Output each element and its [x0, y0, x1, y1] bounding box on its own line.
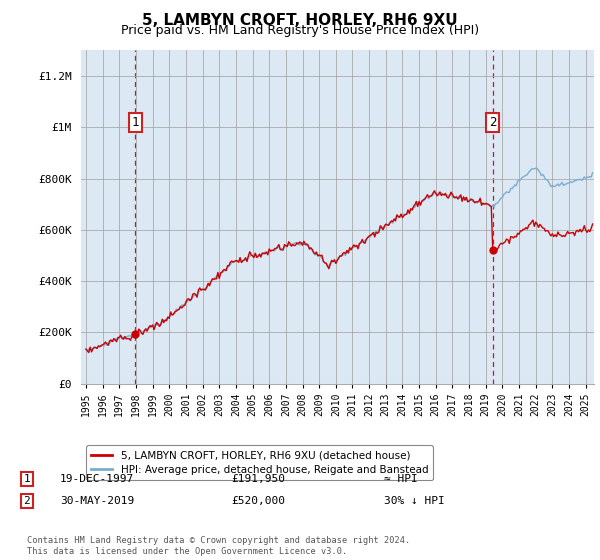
Text: 1: 1 — [23, 474, 31, 484]
Text: 30-MAY-2019: 30-MAY-2019 — [60, 496, 134, 506]
Text: 2: 2 — [489, 116, 496, 129]
Text: 5, LAMBYN CROFT, HORLEY, RH6 9XU: 5, LAMBYN CROFT, HORLEY, RH6 9XU — [142, 13, 458, 28]
Text: 1: 1 — [132, 116, 139, 129]
Text: £191,950: £191,950 — [231, 474, 285, 484]
Text: 30% ↓ HPI: 30% ↓ HPI — [384, 496, 445, 506]
Text: ≈ HPI: ≈ HPI — [384, 474, 418, 484]
Text: 2: 2 — [23, 496, 31, 506]
Text: £520,000: £520,000 — [231, 496, 285, 506]
Text: 19-DEC-1997: 19-DEC-1997 — [60, 474, 134, 484]
Text: Price paid vs. HM Land Registry's House Price Index (HPI): Price paid vs. HM Land Registry's House … — [121, 24, 479, 37]
Text: Contains HM Land Registry data © Crown copyright and database right 2024.
This d: Contains HM Land Registry data © Crown c… — [27, 536, 410, 556]
Legend: 5, LAMBYN CROFT, HORLEY, RH6 9XU (detached house), HPI: Average price, detached : 5, LAMBYN CROFT, HORLEY, RH6 9XU (detach… — [86, 445, 433, 480]
